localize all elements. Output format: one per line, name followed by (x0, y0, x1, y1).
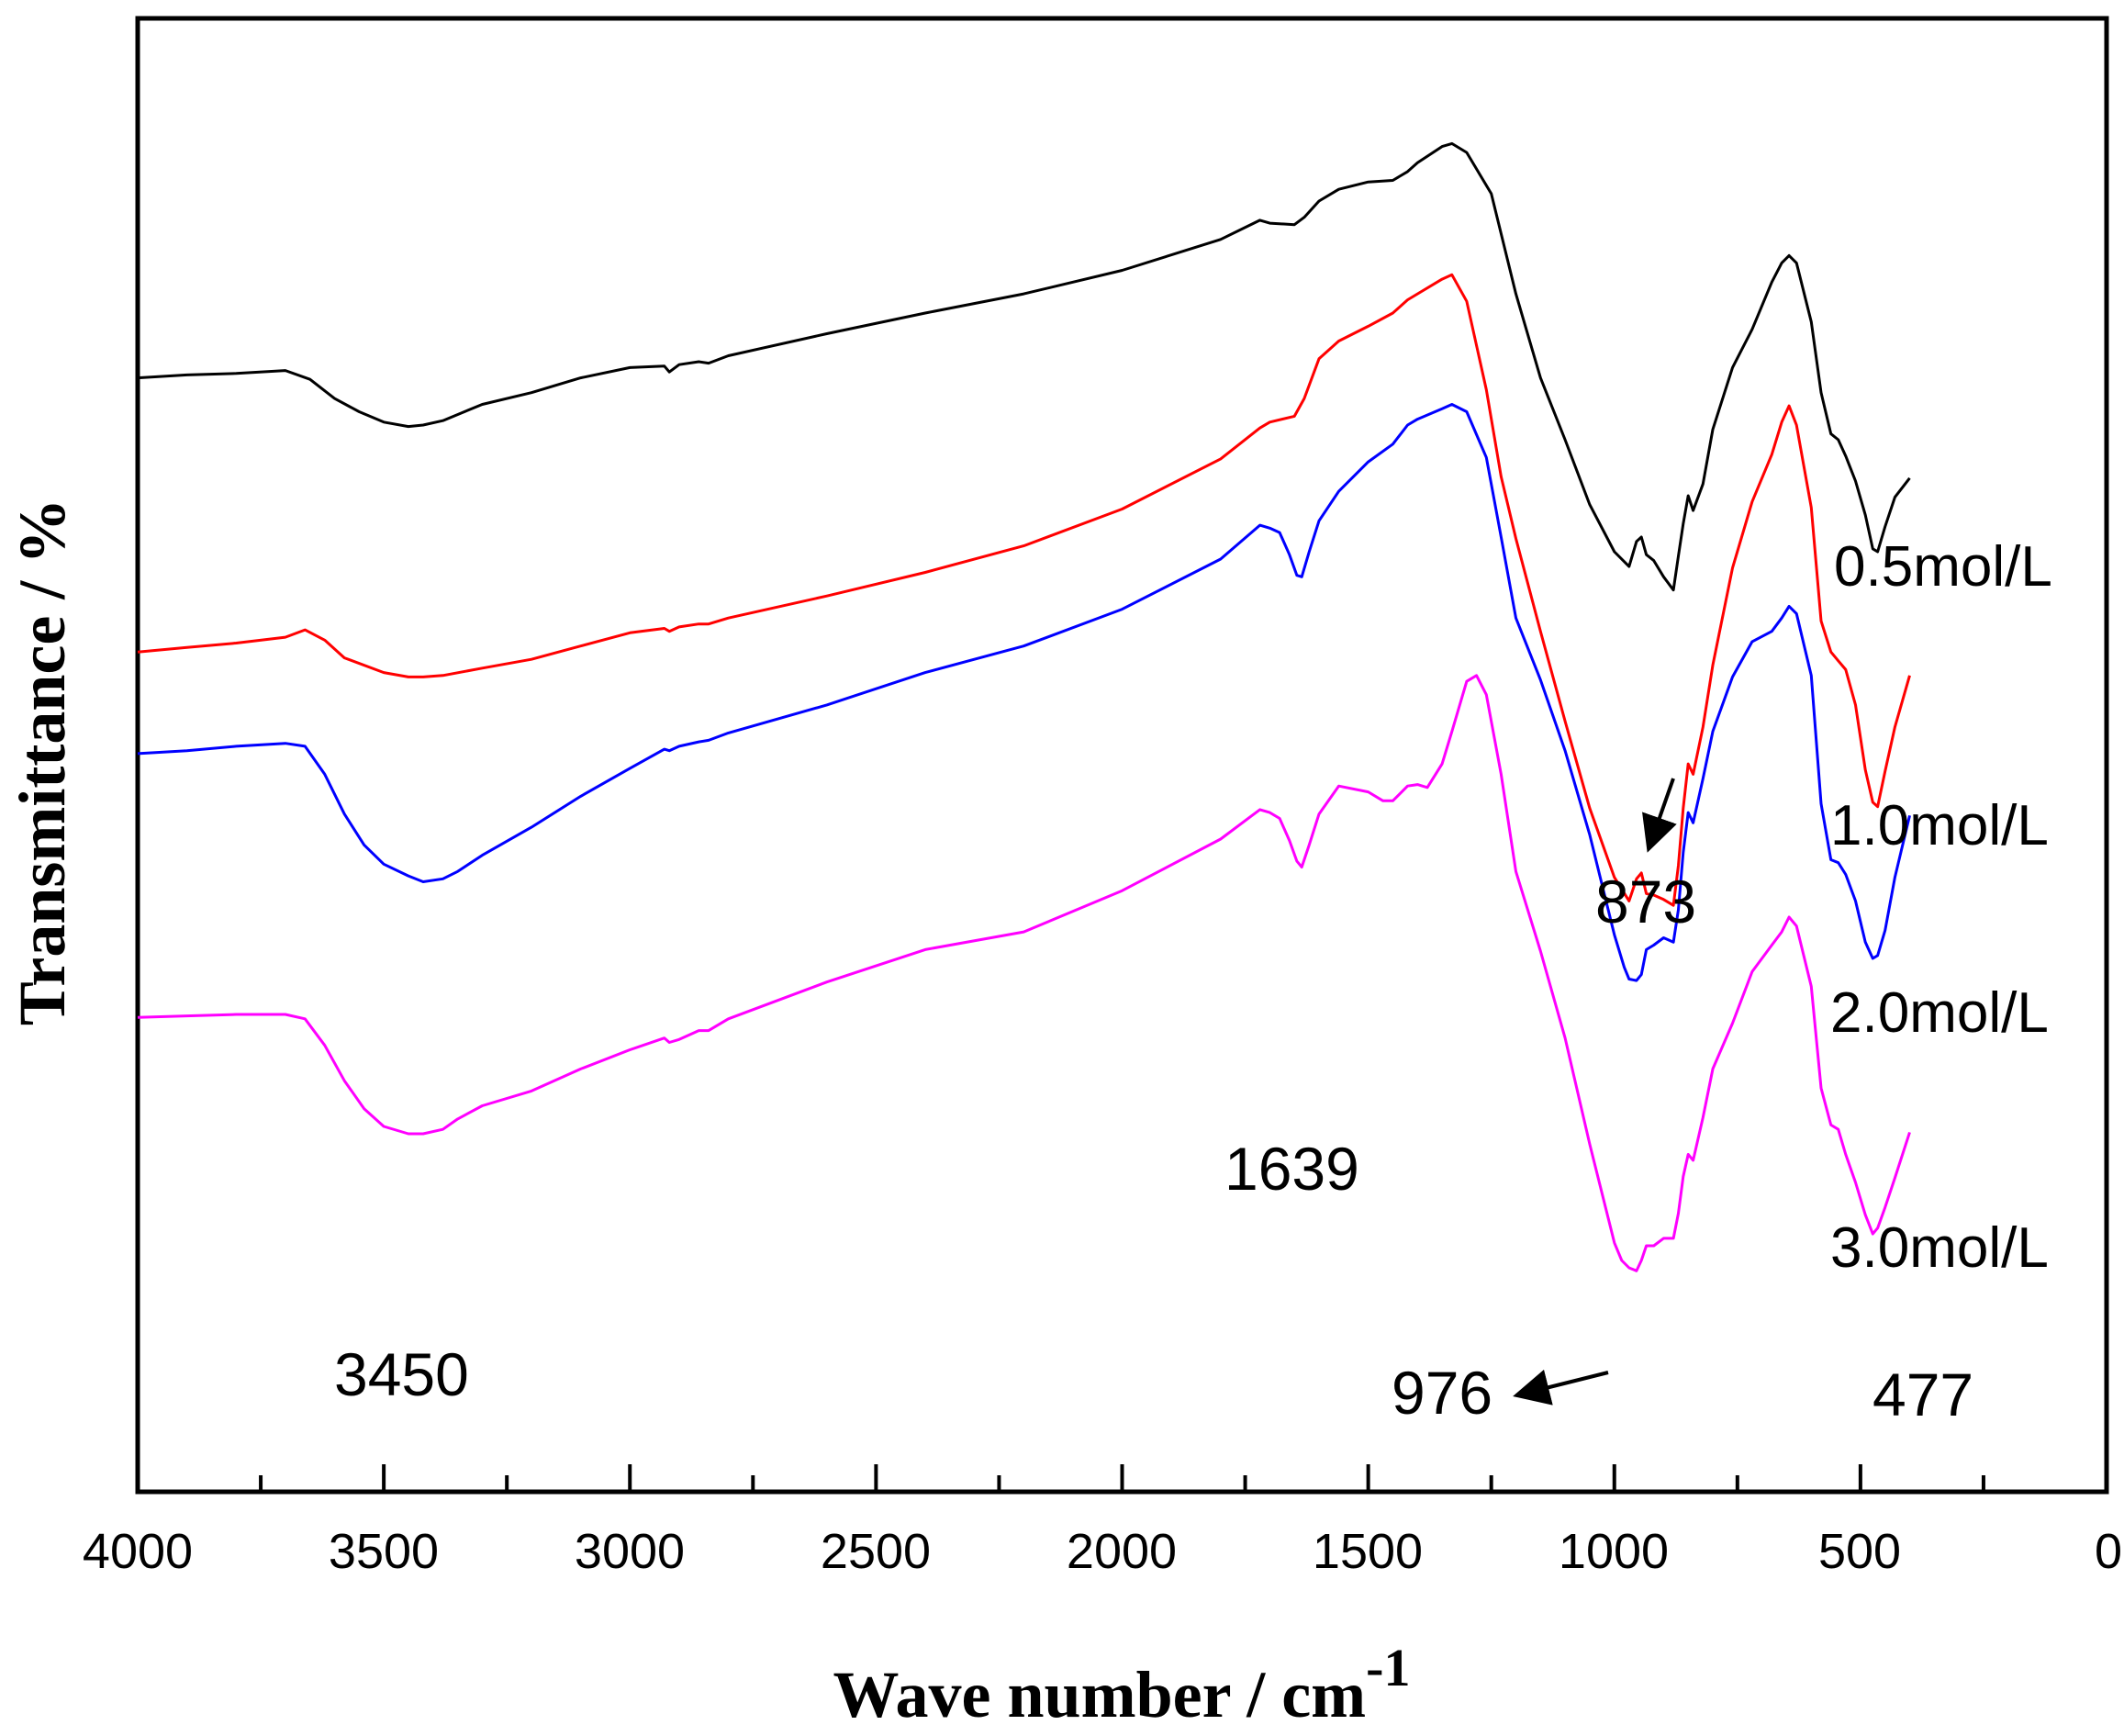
series-label-2-0: 2.0mol/L (1830, 981, 2049, 1045)
y-axis-title: Transmittance / % (6, 498, 79, 1026)
annotation-arrow-976 (1513, 1369, 1609, 1406)
x-axis-title-superscript: -1 (1366, 1638, 1410, 1697)
annotation-976: 976 (1392, 1359, 1492, 1427)
series-line-3-0mol-l (137, 674, 1911, 1272)
x-axis-ticks (136, 1464, 2108, 1492)
plot-frame (135, 16, 2109, 1495)
series-line-2-0mol-l (137, 403, 1911, 982)
annotation-477: 477 (1872, 1361, 1973, 1428)
peak-annotations: 873 1639 3450 976 477 (334, 778, 1973, 1428)
series-label-0-5: 0.5mol/L (1834, 535, 2052, 599)
series-line-0-5mol-l (137, 141, 1911, 592)
x-axis-tick-labels: 4000 3500 3000 2500 2000 1500 1000 500 0 (83, 1524, 2122, 1579)
x-axis-title-text: Wave number / cm (833, 1658, 1367, 1731)
series-label-1-0: 1.0mol/L (1830, 794, 2049, 857)
series-line-1-0mol-l (137, 273, 1911, 907)
x-tick-label: 3000 (575, 1524, 685, 1579)
x-axis-title: Wave number / cm-1 (833, 1638, 1411, 1731)
x-tick-label: 500 (1818, 1524, 1901, 1579)
x-tick-label: 2500 (821, 1524, 931, 1579)
x-tick-label: 1000 (1559, 1524, 1669, 1579)
x-tick-label: 4000 (83, 1524, 193, 1579)
series-lines (137, 141, 1911, 1272)
series-label-3-0: 3.0mol/L (1830, 1216, 2049, 1280)
annotation-arrow-873 (1642, 778, 1677, 853)
x-tick-label: 1500 (1313, 1524, 1423, 1579)
annotation-1639: 1639 (1224, 1135, 1359, 1203)
x-tick-label: 2000 (1067, 1524, 1177, 1579)
annotation-873: 873 (1595, 868, 1696, 935)
series-labels: 0.5mol/L 1.0mol/L 2.0mol/L 3.0mol/L (1830, 535, 2052, 1280)
x-tick-label: 3500 (329, 1524, 439, 1579)
x-tick-label: 0 (2095, 1524, 2122, 1579)
annotation-3450: 3450 (334, 1340, 469, 1408)
